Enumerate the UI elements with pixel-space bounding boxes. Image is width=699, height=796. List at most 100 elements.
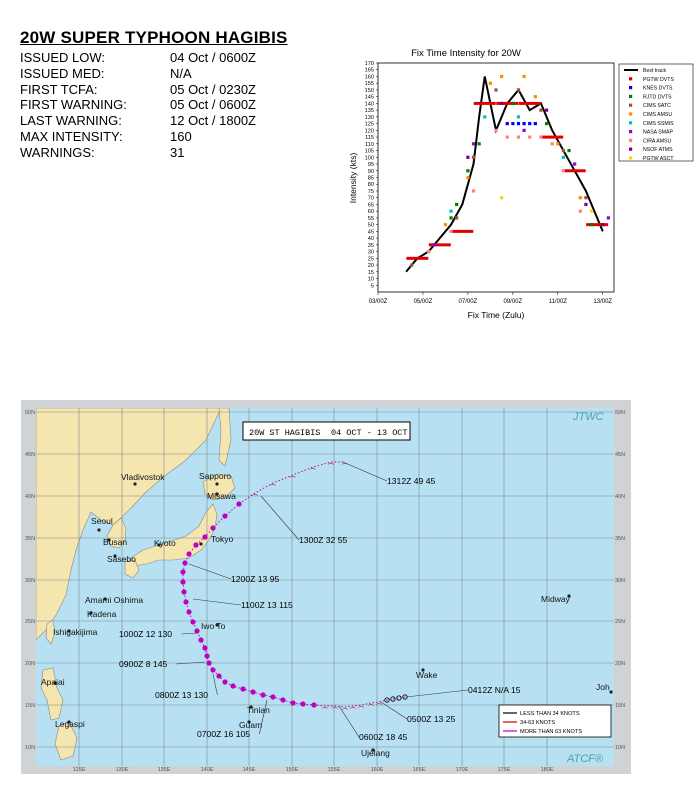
annotation-leader [188,563,232,580]
annotation-time: 0900Z [119,659,146,669]
data-point [466,175,470,180]
track-point [202,534,208,540]
data-point [449,209,453,213]
y-tick-label: 150 [365,88,374,94]
track-point: ෴ [350,704,357,711]
city-marker [133,482,137,486]
track-point [180,579,186,585]
data-point [522,74,526,79]
annotation-leader [342,461,388,482]
summary-label: LAST WARNING: [20,113,122,129]
pgtw-dvts-mark [428,243,451,247]
track-point [222,679,228,685]
summary-label: FIRST TCFA: [20,81,98,97]
pgtw-dvts-mark [451,229,474,233]
lon-label: 130E [116,767,129,773]
city-marker [67,629,71,633]
city-label: Kyoto [154,538,176,548]
track-point [186,551,192,557]
series-pgtw-dvts [406,101,609,260]
plot-area [377,62,615,293]
data-point [449,216,453,220]
map-dates: 04 OCT - 13 OCT [331,428,408,438]
track-point: ෴ [310,465,317,472]
data-point [522,128,526,132]
asia-mainland [36,408,222,641]
data-point [455,216,459,220]
y-tick-label: 100 [365,155,374,161]
track-map: ෴ ෴ ෴ ෴ ෴ ෴ ෴ ෴ ෴ ෴ ෴ ෴ ෴ 50N 50N 45N 45N 40N 40N 35N 35N 30… [21,400,631,774]
data-point [556,142,560,146]
annotation-time: 0412Z [468,685,495,695]
series-cira-amsu [426,128,582,254]
lon-label: 165E [413,767,426,773]
annotation-lat: N/A [495,685,511,695]
city-marker [609,690,613,694]
city-label: Iwo To [201,621,226,631]
x-tick-label: 11/00Z [549,299,568,305]
longitude-labels: 125E 130E 135E 140E 145E 150E 155E 160E 165E 170E… [73,767,554,773]
legend-swatch [629,77,633,81]
city-marker [89,611,93,615]
lat-label: 30N [25,578,35,584]
lat-label: 50N [615,410,625,416]
annotation-lat: 32 [326,535,338,545]
city-marker [107,538,111,542]
data-point [550,142,554,146]
track-annotation: 0700Z 16 105 [197,729,250,739]
data-point [471,155,476,159]
data-point [584,196,588,200]
x-tick-label: 13/00Z [593,299,612,305]
track-point [204,653,210,659]
annotation-leader [212,673,218,696]
y-tick-label: 40 [368,236,374,242]
annotation-wind: 145 [153,659,168,669]
track-point: ෴ [368,701,375,708]
data-point [494,88,498,92]
annotation-lat: 18 [386,732,398,742]
city-label: Amami Oshima [85,595,143,605]
city-label: Ujelang [361,748,390,758]
data-point [589,209,594,213]
city-marker [53,681,57,685]
y-tick-label: 70 [368,196,374,202]
data-point [511,122,515,126]
lat-label: 25N [25,619,35,625]
city-marker [103,597,107,601]
track-point [260,692,266,698]
track-point: ෴ [358,703,365,710]
x-axis-label: Fix Time (Zulu) [468,310,525,320]
data-point [606,216,610,220]
track-point [198,637,204,643]
taiwan [45,619,56,645]
series-cims-amsu [443,74,582,227]
series-nasa-smap [432,128,610,247]
legend-label: NASA SMAP [643,130,674,136]
x-tick-label: 03/00Z [369,299,388,305]
annotation-wind: 130 [194,690,209,700]
data-point [494,128,498,132]
annotation-time: 0500Z [407,714,434,724]
pgtw-dvts-mark [541,135,564,139]
summary-value: 31 [170,144,185,160]
annotation-wind: 15 [511,685,521,695]
summary-value: 04 Oct / 0600Z [170,50,256,65]
track-point [181,589,187,595]
lon-label: 150E [286,767,299,773]
lon-label: 155E [328,767,341,773]
data-point [539,108,543,112]
annotation-leader [260,495,300,541]
series-nsof-atms [466,101,605,227]
intensity-chart-svg: Fix Time Intensity for 20W 5101520253035… [348,48,694,320]
legend-swatch [629,86,633,90]
track-point [396,695,402,701]
data-point [466,155,470,159]
track-point [290,700,296,706]
data-point [561,148,566,153]
track-point [250,689,256,695]
city-label: Apaiai [41,677,65,687]
city-label: Midway [541,594,571,604]
lon-label: 180E [541,767,554,773]
storm-track: ෴෴෴෴෴෴෴෴෴෴෴෴ ෴ [180,460,408,712]
city-marker [215,492,219,496]
